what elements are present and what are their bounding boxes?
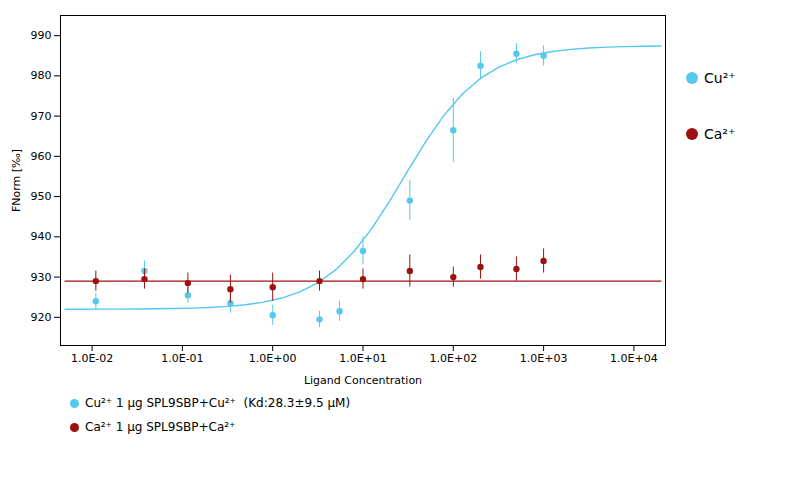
html-text:Ca²⁺: Ca²⁺ <box>704 126 736 142</box>
svg-text:1.0E+00: 1.0E+00 <box>249 352 297 365</box>
svg-text:1.0E+04: 1.0E+04 <box>610 352 658 365</box>
svg-text:1.0E-01: 1.0E-01 <box>161 352 203 365</box>
svg-text:1.0E+02: 1.0E+02 <box>429 352 477 365</box>
svg-text:980: 980 <box>31 69 52 82</box>
svg-text:Ligand Concentration: Ligand Concentration <box>304 374 422 387</box>
svg-text:950: 950 <box>31 190 52 203</box>
svg-text:930: 930 <box>31 271 52 284</box>
html-text:Cu²⁺: Cu²⁺ <box>704 70 736 86</box>
svg-text:1.0E-02: 1.0E-02 <box>71 352 113 365</box>
svg-text:FNorm [‰]: FNorm [‰] <box>10 149 23 212</box>
svg-text:920: 920 <box>31 311 52 324</box>
svg-text:970: 970 <box>31 110 52 123</box>
svg-text:990: 990 <box>31 29 52 42</box>
html-text:Cu²⁺ 1 μg SPL9SBP+Cu²⁺ (Kd:28.: Cu²⁺ 1 μg SPL9SBP+Cu²⁺ (Kd:28.3±9.5 μM) <box>85 396 351 410</box>
svg-text:940: 940 <box>31 230 52 243</box>
svg-text:960: 960 <box>31 150 52 163</box>
svg-text:1.0E+03: 1.0E+03 <box>520 352 568 365</box>
html-text:Ca²⁺ 1 μg SPL9SBP+Ca²⁺: Ca²⁺ 1 μg SPL9SBP+Ca²⁺ <box>85 420 236 434</box>
svg-text:1.0E+01: 1.0E+01 <box>339 352 387 365</box>
